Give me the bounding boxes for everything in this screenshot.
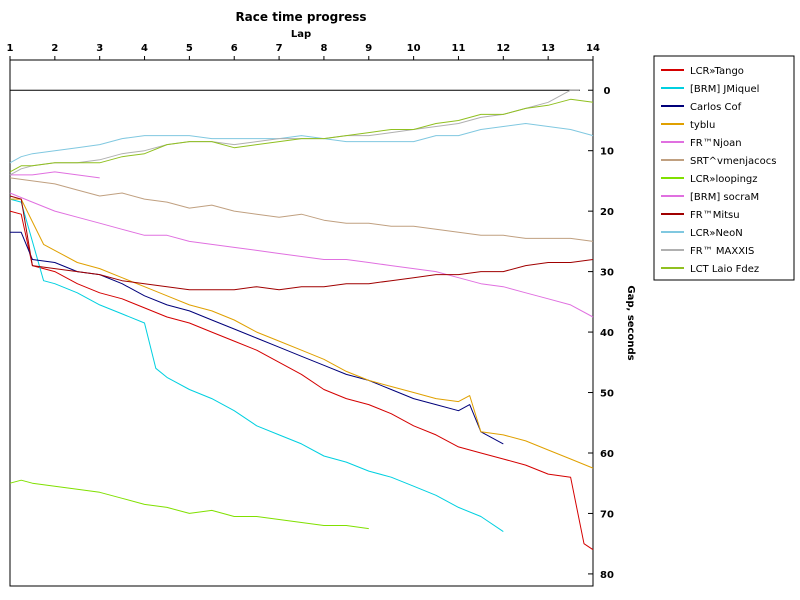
y-tick-label: 30: [600, 268, 614, 279]
x-tick-label: 1: [7, 43, 14, 54]
y-tick-label: 50: [600, 389, 614, 400]
series-line-12: [9, 98, 594, 173]
y-tick-label: 70: [600, 509, 614, 520]
legend-label: SRT^vmenjacocs: [690, 156, 776, 167]
y-tick-label: 40: [600, 328, 614, 339]
legend-label: Carlos Cof: [690, 102, 742, 113]
legend-label: [BRM] JMiquel: [690, 84, 759, 95]
series-line-2: [9, 198, 504, 533]
legend-label: tyblu: [690, 120, 715, 131]
series-line-8: [9, 192, 594, 318]
series-line-10: [9, 123, 594, 164]
x-tick-label: 5: [186, 43, 193, 54]
x-tick-label: 8: [320, 43, 327, 54]
series-line-11: [9, 89, 580, 176]
x-tick-label: 10: [407, 43, 421, 54]
series-line-9: [9, 195, 594, 291]
legend-label: LCR»Tango: [690, 66, 744, 77]
y-axis-ticks: 0 10 20 30 40 50 60 70 80: [588, 86, 614, 581]
x-tick-label: 3: [96, 43, 103, 54]
series-line-6: [9, 177, 594, 242]
x-tick-label: 7: [276, 43, 283, 54]
x-tick-label: 2: [51, 43, 58, 54]
series-lines: [9, 89, 594, 551]
series-line-1: [9, 210, 594, 551]
legend-label: FR™ MAXXIS: [690, 246, 754, 257]
x-tick-label: 9: [365, 43, 372, 54]
y-axis-label: Gap, seconds: [625, 285, 636, 360]
legend-items: LCR»Tango [BRM] JMiquel Carlos Cof tyblu FR™…: [661, 66, 776, 275]
series-line-4: [10, 198, 594, 469]
y-tick-label: 60: [600, 449, 614, 460]
y-tick-label: 10: [600, 147, 614, 158]
legend-label: LCT Laio Fdez: [690, 264, 759, 275]
chart-title: Race time progress: [235, 10, 366, 24]
legend: LCR»Tango [BRM] JMiquel Carlos Cof tyblu FR™…: [653, 55, 795, 281]
plot-frame: [9, 59, 594, 587]
series-line-7: [9, 479, 369, 530]
y-tick-label: 80: [600, 570, 614, 581]
x-axis-ticks: 1 2 3 4 5 6 7 8 9 10 11 12 13 14: [7, 43, 600, 60]
y-tick-label: 20: [600, 207, 614, 218]
legend-label: LCR»loopingz: [690, 174, 758, 185]
series-line-5: [10, 171, 100, 179]
x-tick-label: 11: [452, 43, 466, 54]
y-tick-label: 0: [604, 86, 611, 97]
x-tick-label: 14: [586, 43, 600, 54]
x-axis-label: Lap: [291, 29, 311, 40]
legend-box: [653, 55, 795, 281]
x-tick-label: 6: [231, 43, 238, 54]
x-tick-label: 12: [496, 43, 510, 54]
legend-label: FR™Njoan: [690, 138, 742, 149]
legend-label: FR™Mitsu: [690, 210, 740, 221]
legend-label: [BRM] socraM: [690, 192, 759, 203]
legend-label: LCR»NeoN: [690, 228, 743, 239]
x-tick-label: 4: [141, 43, 148, 54]
x-tick-label: 13: [541, 43, 555, 54]
